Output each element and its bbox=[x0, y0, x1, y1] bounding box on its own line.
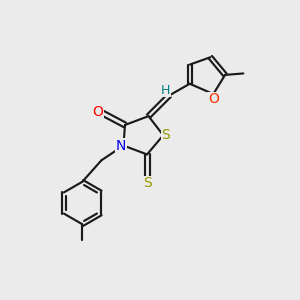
Text: N: N bbox=[116, 139, 126, 153]
Text: O: O bbox=[92, 105, 103, 119]
Text: S: S bbox=[143, 176, 152, 190]
Text: S: S bbox=[161, 128, 170, 142]
Text: H: H bbox=[161, 84, 170, 97]
Text: O: O bbox=[208, 92, 219, 106]
